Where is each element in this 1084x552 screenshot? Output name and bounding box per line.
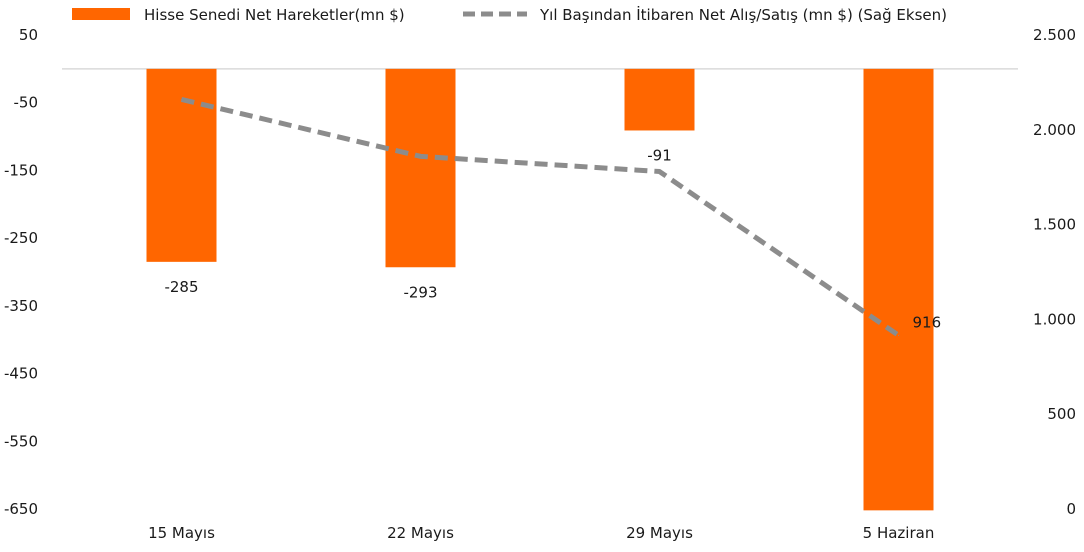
bar-data-label: -285 — [164, 278, 198, 296]
category-label: 22 Mayıs — [387, 524, 454, 542]
line-point-1 — [181, 98, 182, 100]
left-axis-tick-label: 50 — [19, 26, 38, 44]
legend-label-line: Yıl Başından İtibaren Net Alış/Satış (mn… — [539, 5, 947, 24]
bar-data-label: -293 — [403, 283, 437, 301]
right-axis-tick-label: 0 — [1066, 500, 1076, 518]
bar-4 — [863, 68, 934, 511]
bar-data-label: -91 — [647, 146, 672, 164]
line-point-3 — [659, 171, 660, 173]
left-axis-tick-label: -350 — [4, 297, 38, 315]
right-axis: 2.500 2.000 1.500 1.000 500 0 — [1033, 26, 1076, 518]
legend-label-bar: Hisse Senedi Net Hareketler(mn $) — [144, 6, 405, 24]
left-axis-tick-label: -450 — [4, 365, 38, 383]
data-labels: -285 -293 -91 916 — [164, 146, 941, 331]
bar-2 — [385, 68, 456, 268]
right-axis-tick-label: 1.000 — [1033, 310, 1076, 328]
right-axis-tick-label: 1.500 — [1033, 216, 1076, 234]
left-axis: 50 -50 -150 -250 -350 -450 -550 -650 — [4, 26, 38, 518]
category-label: 15 Mayıs — [148, 524, 215, 542]
left-axis-tick-label: -50 — [14, 94, 39, 112]
left-axis-tick-label: -550 — [4, 432, 38, 450]
bar-3 — [624, 68, 695, 131]
line-series — [180, 97, 900, 338]
right-axis-tick-label: 500 — [1047, 405, 1076, 423]
left-axis-tick-label: -250 — [4, 229, 38, 247]
category-label: 29 Mayıs — [626, 524, 693, 542]
left-axis-tick-label: -650 — [4, 500, 38, 518]
line-path — [180, 97, 900, 338]
line-data-label: 916 — [913, 313, 942, 331]
legend: Hisse Senedi Net Hareketler(mn $) Yıl Ba… — [72, 5, 947, 24]
bar-1 — [146, 68, 217, 262]
category-label: 5 Haziran — [863, 524, 935, 542]
bars — [146, 68, 934, 511]
line-point-4 — [898, 334, 899, 336]
left-axis-tick-label: -150 — [4, 161, 38, 179]
right-axis-tick-label: 2.500 — [1033, 26, 1076, 44]
right-axis-tick-label: 2.000 — [1033, 121, 1076, 139]
legend-swatch-bar — [72, 8, 130, 20]
line-point-2 — [420, 155, 421, 157]
category-labels: 15 Mayıs 22 Mayıs 29 Mayıs 5 Haziran — [148, 524, 934, 542]
